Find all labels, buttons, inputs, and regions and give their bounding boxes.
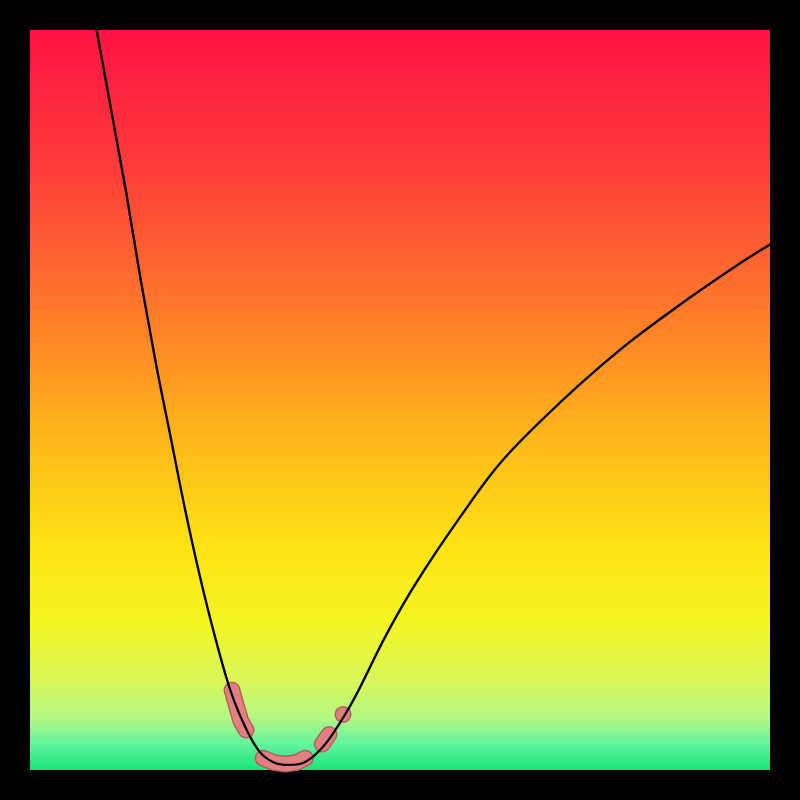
bottleneck-chart	[0, 0, 800, 800]
chart-frame: TheBottlenecker.com	[0, 0, 800, 800]
gradient-background	[30, 30, 770, 770]
